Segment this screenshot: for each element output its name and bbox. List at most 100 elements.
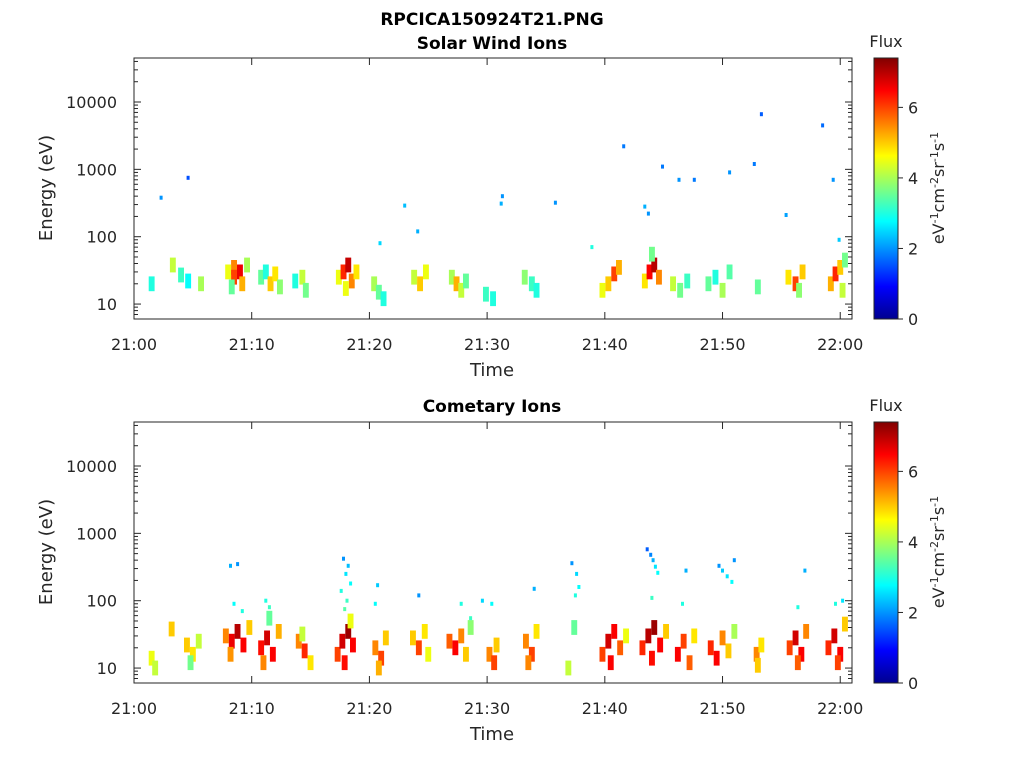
data-cell: [448, 269, 455, 285]
colorbar-tick-label: 0: [908, 674, 918, 693]
solar-wind-axes: 21:00 21:10 21:20 21:30 21:40 21:50 22:00 10 100…: [66, 57, 863, 354]
data-point: [573, 593, 577, 598]
data-point: [236, 562, 240, 567]
data-cell: [649, 650, 655, 666]
data-cell: [753, 646, 760, 662]
data-cell: [827, 276, 834, 292]
y-tick-label: 10000: [66, 93, 117, 112]
data-cell: [345, 624, 352, 639]
data-cell: [458, 628, 465, 644]
data-cell: [842, 252, 848, 268]
data-point: [651, 558, 655, 563]
data-cell: [258, 640, 265, 656]
colorbar-tick-label: 4: [908, 169, 918, 188]
data-point: [752, 162, 756, 166]
colorbar-tick-label: 0: [908, 310, 918, 329]
solar-wind-xlabel: Time: [469, 360, 514, 381]
data-cell: [528, 276, 535, 292]
data-point: [759, 112, 763, 117]
data-cell: [452, 640, 459, 656]
data-cell: [719, 282, 726, 298]
data-cell: [571, 620, 578, 635]
data-cell: [651, 257, 658, 273]
data-cell: [375, 660, 382, 676]
data-cell: [463, 273, 469, 289]
cometary-title: Cometary Ions: [423, 397, 562, 417]
data-cell: [725, 643, 732, 659]
data-point: [643, 204, 647, 209]
data-cell: [649, 246, 655, 262]
y-tick-label: 10: [97, 295, 117, 314]
data-cell: [446, 633, 453, 649]
data-cell: [803, 624, 810, 639]
data-point: [373, 601, 377, 606]
colorbar-label: Flux: [869, 396, 902, 415]
data-point: [661, 164, 664, 169]
data-cell: [792, 630, 799, 646]
data-point: [264, 598, 268, 603]
data-point: [575, 571, 579, 576]
data-cell: [825, 640, 832, 656]
data-cell: [533, 282, 540, 298]
cometary-ylabel: Energy (eV): [36, 499, 57, 605]
colorbar-tick-label: 2: [908, 603, 918, 622]
data-cell: [605, 276, 612, 292]
colorbar-ticks: 0 2 4 6: [898, 462, 918, 693]
data-point: [717, 563, 721, 568]
data-cell: [334, 646, 341, 662]
data-point: [232, 601, 236, 606]
data-cell: [295, 633, 302, 649]
data-cell: [657, 637, 664, 653]
data-point: [459, 601, 463, 606]
data-cell: [646, 264, 653, 280]
data-point: [570, 561, 574, 566]
data-cell: [523, 633, 529, 649]
data-point: [645, 547, 649, 552]
data-point: [732, 558, 736, 563]
data-cell: [486, 646, 493, 662]
x-tick-label: 22:00: [817, 699, 863, 718]
data-cell: [719, 630, 726, 646]
data-cell: [796, 282, 802, 298]
data-cell: [246, 620, 253, 635]
data-cell: [266, 610, 273, 626]
data-point: [646, 211, 650, 216]
data-point: [834, 601, 837, 606]
data-cell: [345, 257, 352, 273]
data-cell: [178, 267, 184, 283]
data-cell: [639, 640, 646, 656]
data-point: [684, 568, 688, 573]
data-cell: [684, 273, 691, 289]
data-point: [553, 200, 557, 205]
data-cell: [269, 646, 276, 662]
plot-frame: [133, 421, 853, 684]
data-point: [649, 552, 653, 557]
data-cell: [372, 640, 379, 656]
data-cell: [340, 264, 347, 280]
x-tick-label: 22:00: [817, 335, 863, 354]
data-cell: [301, 643, 308, 659]
data-cell: [786, 640, 793, 656]
data-point: [378, 241, 382, 246]
data-point: [577, 585, 581, 589]
data-cell: [839, 282, 846, 298]
data-cell: [837, 260, 844, 275]
data-cell: [686, 655, 693, 671]
data-point: [841, 598, 845, 603]
data-cell: [421, 624, 428, 639]
data-cell: [307, 655, 314, 671]
data-cell: [641, 273, 648, 289]
data-cell: [423, 264, 429, 280]
y-tick-label: 1000: [76, 160, 117, 179]
data-cell: [726, 264, 733, 280]
data-cell: [148, 276, 155, 292]
data-cell: [607, 655, 614, 671]
data-cell: [234, 624, 241, 639]
data-cell: [616, 260, 622, 275]
data-point: [725, 574, 729, 579]
data-cell: [227, 646, 234, 662]
x-tick-label: 21:40: [582, 699, 628, 718]
data-cell: [533, 624, 540, 639]
data-cell: [292, 273, 299, 289]
colorbar-tick-label: 6: [908, 462, 918, 481]
